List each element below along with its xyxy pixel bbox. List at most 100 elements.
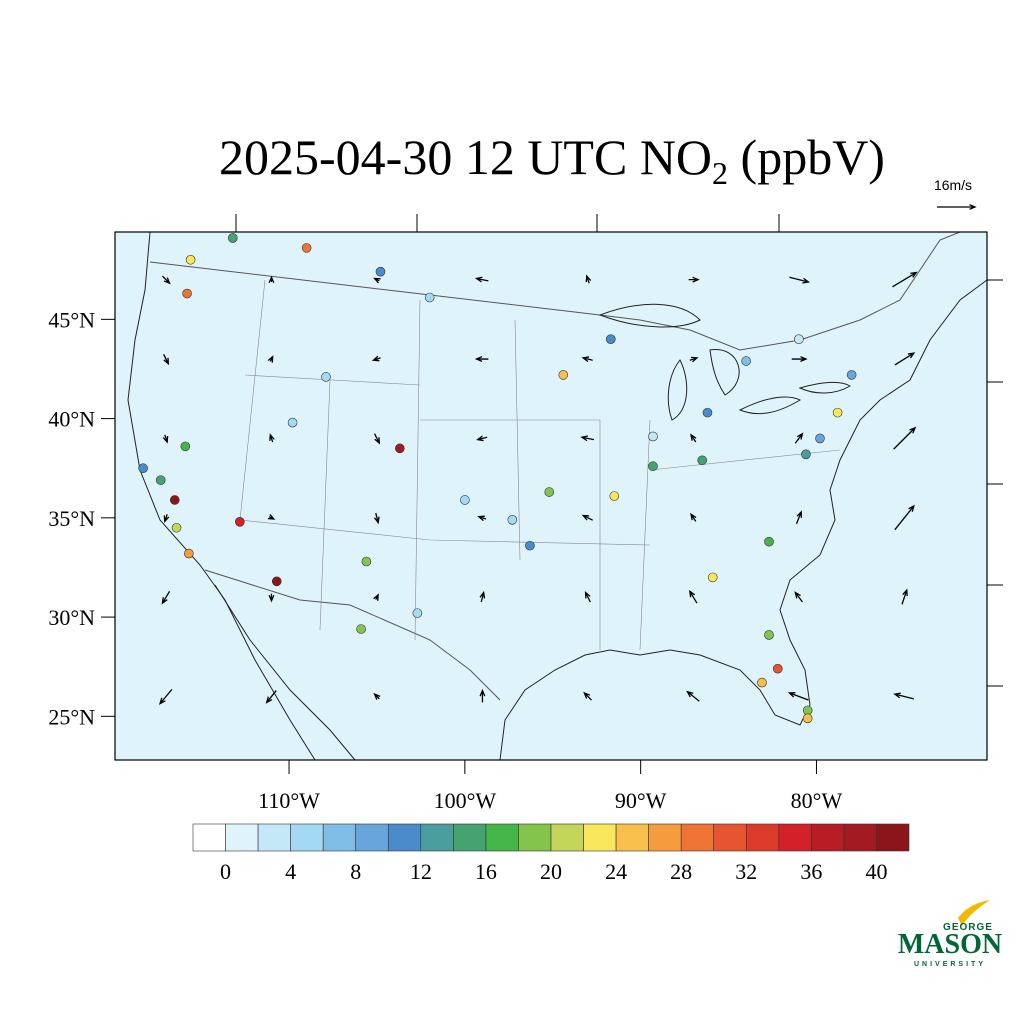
wind-arrow [894, 352, 916, 366]
station [171, 522, 182, 533]
lat-label: 40°N [48, 407, 95, 432]
colorbar-box [648, 823, 682, 852]
wind-arrow [690, 433, 697, 443]
station [235, 517, 245, 527]
map-frame [114, 231, 988, 761]
title: 2025-04-30 12 UTC NO2 (ppbV) [219, 129, 885, 191]
lon-label: 80°W [791, 788, 843, 813]
wind-arrow [373, 692, 381, 700]
colorbar-box [713, 823, 747, 852]
wind-arrow [581, 356, 593, 362]
wind-arrow [580, 435, 594, 442]
logo-main: MASON [898, 929, 1002, 960]
colorbar-label: 24 [605, 859, 627, 884]
colorbar-box [615, 823, 649, 852]
station [558, 370, 569, 380]
logo-bottom: UNIVERSITY [914, 961, 986, 968]
colorbar-box [420, 823, 454, 852]
wind-arrow [163, 353, 170, 366]
colorbar-box [811, 823, 845, 852]
station [507, 515, 518, 525]
wind-arrow [585, 274, 592, 284]
colorbar-box [453, 823, 487, 852]
station [764, 536, 774, 547]
colorbar-box [322, 823, 357, 852]
wind-vectors [158, 271, 918, 705]
wind-arrow [583, 691, 592, 701]
station [182, 288, 192, 299]
title-main: 2025-04-30 12 UTC NO [219, 129, 712, 185]
colorbar-box [518, 823, 552, 852]
lon-label: 90°W [615, 788, 667, 813]
station [815, 433, 825, 444]
logo-top: GEORGE [943, 922, 993, 933]
station [764, 630, 774, 640]
logo-flame [958, 900, 990, 926]
wind-arrow [690, 512, 697, 522]
colorbar-label: 36 [800, 859, 822, 884]
colorbar-label: 4 [285, 859, 296, 884]
wind-arrow [787, 692, 809, 701]
colorbar-label: 8 [350, 859, 361, 884]
colorbar-box [257, 823, 291, 852]
station [648, 431, 658, 442]
lat-label: 30°N [48, 605, 95, 630]
wind-arrow [267, 514, 276, 520]
station [361, 556, 372, 567]
colorbar-box [225, 823, 259, 852]
colorbar-box [745, 823, 780, 852]
wind-arrow [162, 434, 169, 444]
colorbar-label: 12 [410, 859, 432, 884]
wind-arrow [893, 426, 917, 450]
wind-arrow [794, 432, 804, 444]
station [412, 608, 423, 618]
lon-label: 100°W [434, 788, 497, 813]
vector-ref-label: 16m/s [934, 177, 972, 193]
frame-ticks [235, 214, 1003, 687]
station [375, 266, 386, 277]
coastlines [127, 231, 988, 761]
station [169, 495, 180, 505]
station [609, 491, 620, 501]
colorbar: 0 4 8 12 16 20 24 28 32 36 40 [192, 823, 910, 884]
colorbar-box [876, 823, 910, 852]
station [321, 372, 331, 382]
station [648, 461, 658, 472]
station [605, 334, 616, 344]
station [772, 663, 783, 674]
wind-arrow [158, 688, 173, 705]
station [544, 487, 555, 497]
station [702, 407, 713, 418]
station [802, 713, 813, 724]
wind-arrow [373, 593, 379, 601]
wind-arrow [688, 276, 700, 283]
wind-arrow [789, 276, 811, 284]
wind-arrow [374, 512, 380, 525]
station [395, 443, 405, 454]
colorbar-label: 0 [220, 859, 231, 884]
wind-arrow [474, 356, 489, 362]
wind-arrow [479, 590, 486, 603]
wind-arrow [371, 355, 381, 362]
wind-arrow [476, 435, 488, 442]
station [832, 407, 843, 418]
colorbar-box [355, 823, 389, 852]
station [757, 677, 767, 688]
wind-arrow [373, 433, 381, 445]
station [424, 292, 435, 303]
station [460, 495, 470, 505]
wind-arrow [581, 514, 593, 521]
station [138, 463, 148, 474]
colorbar-box [778, 823, 812, 852]
wind-arrow [686, 690, 700, 702]
title-sub: 2 [712, 155, 728, 191]
wind-arrow [161, 590, 171, 605]
vector-ref [937, 204, 977, 210]
station [801, 449, 811, 460]
wind-arrow [373, 277, 381, 284]
colorbar-box [192, 823, 226, 852]
wind-arrow [268, 593, 275, 603]
wind-arrow [894, 504, 915, 531]
wind-arrow [265, 690, 277, 704]
lat-label: 35°N [48, 506, 95, 531]
